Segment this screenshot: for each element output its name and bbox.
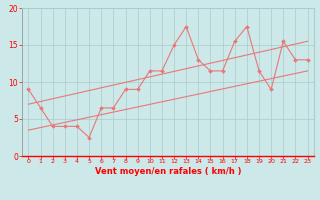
X-axis label: Vent moyen/en rafales ( km/h ): Vent moyen/en rafales ( km/h ) <box>95 167 241 176</box>
